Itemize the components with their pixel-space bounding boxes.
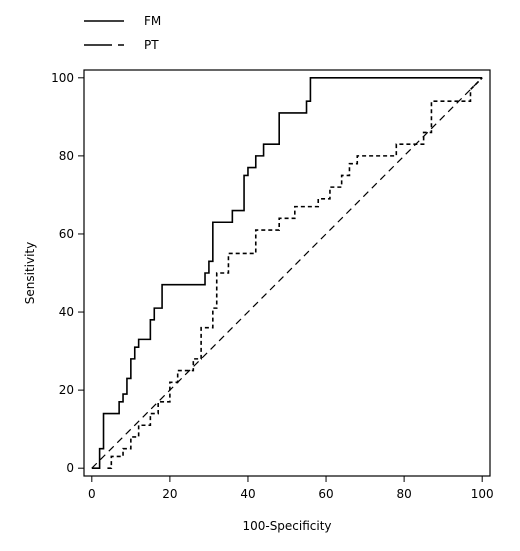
reference-diagonal-line	[91, 77, 483, 469]
legend-label-fm: FM	[144, 14, 161, 28]
y-axis-label: Sensitivity	[23, 242, 37, 304]
y-axis-ticks: 0 20 40 60 80 100	[51, 71, 84, 475]
plot-frame	[83, 69, 491, 477]
series-pt-line	[107, 77, 483, 469]
x-tick-label: 100	[471, 487, 494, 501]
series-fm-line	[91, 77, 483, 469]
y-tick-label: 0	[66, 461, 74, 475]
y-tick-label: 20	[59, 383, 74, 397]
x-tick-label: 60	[318, 487, 333, 501]
series-layer	[91, 77, 483, 469]
y-tick-label: 100	[51, 71, 74, 85]
x-tick-label: 40	[240, 487, 255, 501]
legend-label-pt: PT	[144, 38, 159, 52]
x-tick-label: 20	[162, 487, 177, 501]
x-tick-label: 0	[88, 487, 96, 501]
x-tick-label: 80	[396, 487, 411, 501]
x-axis-label: 100-Specificity	[242, 519, 331, 533]
y-tick-label: 40	[59, 305, 74, 319]
legend: FM PT	[84, 14, 161, 52]
y-tick-label: 60	[59, 227, 74, 241]
y-tick-label: 80	[59, 149, 74, 163]
x-axis-ticks: 0 20 40 60 80 100	[88, 476, 494, 501]
